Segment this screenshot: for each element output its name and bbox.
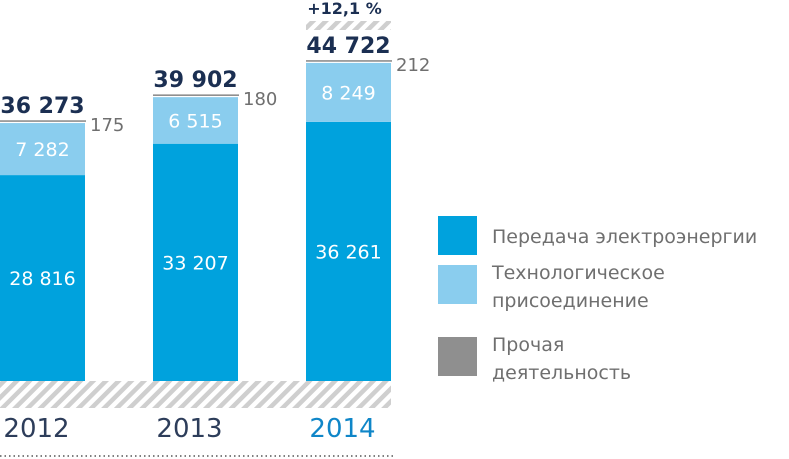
bars-layer: [0, 60, 392, 381]
bar-segment-connection-2012: [0, 123, 85, 176]
x-tick-label-2012: 2012: [3, 414, 69, 444]
bar-segment-connection-2014: [306, 62, 391, 122]
x-tick-label-2014: 2014: [309, 414, 375, 444]
data-label-connection-2014: 8 249: [321, 82, 375, 104]
legend-swatch-other: [438, 337, 477, 376]
legend-item-transmission: Передача электроэнергии: [438, 216, 757, 255]
x-tick-label-2013: 2013: [156, 414, 222, 444]
data-label-connection-2012: 7 282: [15, 139, 69, 161]
labels-layer: 28 816 7 282 175 36 273 2012 33 207 6 515 180 39…: [0, 0, 430, 444]
bar-segment-connection-2013: [153, 97, 238, 144]
legend-label-other-line-1: Прочая: [492, 334, 564, 356]
legend-swatch-connection: [438, 265, 477, 304]
legend: Передача электроэнергии Технологическое пр…: [438, 216, 757, 384]
data-label-other-2012: 175: [90, 115, 124, 136]
legend-item-other: Прочая деятельность: [438, 334, 631, 384]
total-label-2012: 36 273: [0, 94, 84, 119]
data-label-transmission-2013: 33 207: [162, 252, 228, 274]
legend-label-other-line-2: деятельность: [492, 362, 631, 384]
total-label-2013: 39 902: [153, 68, 237, 93]
growth-annotation: +12,1 %: [307, 0, 381, 18]
bar-segment-transmission-2013: [153, 143, 238, 381]
bar-segment-transmission-2014: [306, 121, 391, 381]
bar-segment-transmission-2012: [0, 175, 85, 381]
legend-label-transmission-line-1: Передача электроэнергии: [492, 226, 757, 248]
data-label-transmission-2014: 36 261: [315, 241, 381, 263]
data-label-connection-2013: 6 515: [168, 110, 222, 132]
legend-swatch-transmission: [438, 216, 477, 255]
growth-annotation-hatch: [306, 21, 391, 30]
legend-label-connection-line-1: Технологическое: [491, 262, 665, 284]
data-label-transmission-2012: 28 816: [9, 268, 75, 290]
legend-label-connection-line-2: присоединение: [492, 290, 649, 312]
data-label-other-2014: 212: [396, 55, 430, 76]
total-label-2014: 44 722: [306, 34, 390, 59]
data-label-other-2013: 180: [243, 89, 277, 110]
baseline-hatch-band: [0, 381, 391, 408]
legend-item-connection: Технологическое присоединение: [438, 262, 665, 312]
